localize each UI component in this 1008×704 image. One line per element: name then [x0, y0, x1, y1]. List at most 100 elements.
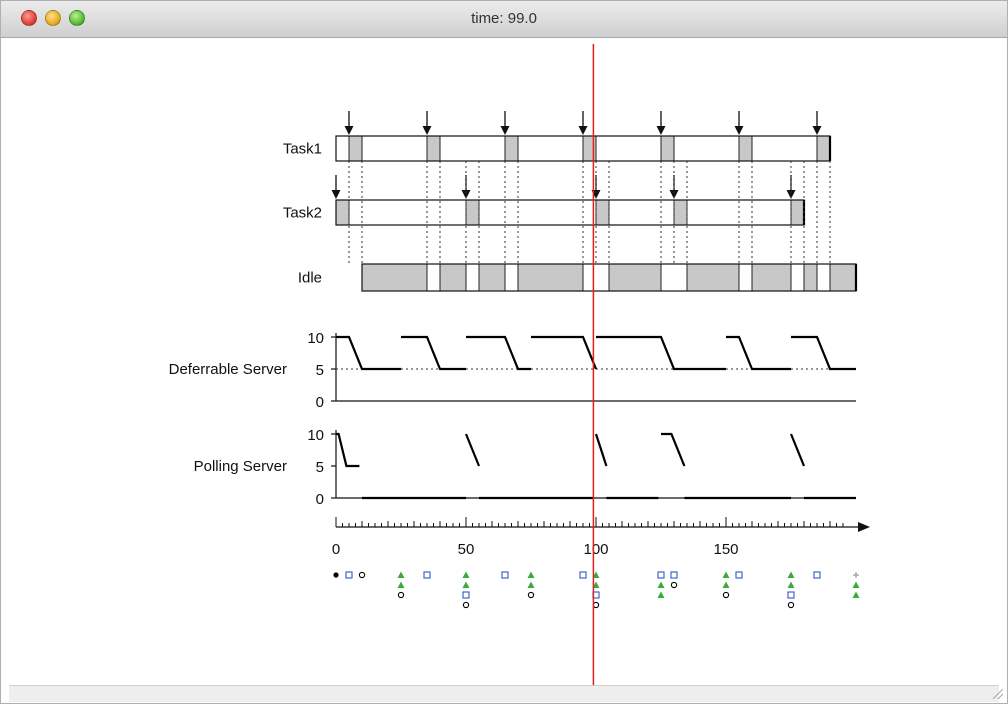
busy-block-idle-3 [517, 263, 584, 292]
budget-segment-0-4 [596, 335, 726, 371]
server-ytick-label-0-0: 0 [316, 394, 324, 411]
event-circle-3-2 [397, 591, 405, 599]
arrival-arrowhead-0-6 [812, 126, 822, 135]
event-triangle-green-14-0 [787, 571, 795, 578]
event-triangle-green-12-1 [722, 581, 730, 588]
event-circle-7-2 [527, 591, 535, 599]
row-label-task2: Task2 [283, 205, 322, 222]
budget-segment-1-2 [594, 433, 608, 467]
budget-segment-0-2 [466, 335, 531, 371]
busy-block-idle-1 [439, 263, 467, 292]
busy-block-idle-6 [751, 263, 792, 292]
row-frame-task2 [335, 199, 805, 226]
arrival-arrowhead-1-1 [461, 190, 471, 199]
budget-segment-0-1 [401, 335, 466, 371]
event-square-blue-11-0 [670, 571, 678, 579]
event-circle-2-0 [358, 571, 366, 579]
budget-segment-0-0 [336, 335, 401, 371]
busy-block-task2-4 [790, 199, 805, 226]
event-triangle-green-16-1 [852, 581, 860, 588]
arrival-arrowhead-0-0 [344, 126, 354, 135]
horizontal-scrollbar[interactable] [9, 685, 999, 702]
title-bar[interactable]: time: 99.0 [1, 1, 1007, 38]
event-triangle-green-5-1 [462, 581, 470, 588]
busy-block-idle-2 [478, 263, 506, 292]
server-ytick-label-1-1: 5 [316, 459, 324, 476]
busy-block-task2-1 [465, 199, 480, 226]
event-triangle-green-9-0 [592, 571, 600, 578]
arrival-arrowhead-1-3 [669, 190, 679, 199]
event-square-blue-4-0 [423, 571, 431, 579]
busy-block-task2-3 [673, 199, 688, 226]
event-square-blue-10-0 [657, 571, 665, 579]
event-square-blue-5-2 [462, 591, 470, 599]
time-tick-label-0: 0 [332, 541, 340, 558]
event-triangle-green-7-1 [527, 581, 535, 588]
busy-block-task1-6 [816, 135, 831, 162]
event-triangle-green-5-0 [462, 571, 470, 578]
budget-segment-0-3 [531, 335, 598, 370]
busy-block-task2-0 [335, 199, 350, 226]
busy-block-idle-0 [361, 263, 428, 292]
budget-segment-0-6 [791, 335, 856, 371]
arrival-arrowhead-0-1 [422, 126, 432, 135]
close-icon[interactable] [21, 10, 37, 26]
arrival-arrowhead-0-3 [578, 126, 588, 135]
budget-segment-1-0 [336, 432, 360, 468]
zoom-icon[interactable] [69, 10, 85, 26]
time-tick-label-50: 50 [458, 541, 475, 558]
time-axis-arrowhead [858, 522, 870, 532]
busy-block-idle-7 [803, 263, 818, 292]
event-circle-14-3 [787, 601, 795, 609]
busy-block-idle-5 [686, 263, 740, 292]
time-tick-label-100: 100 [583, 541, 608, 558]
event-square-blue-6-0 [501, 571, 509, 579]
event-triangle-green-16-2 [852, 591, 860, 598]
resize-grip-icon[interactable] [993, 689, 1003, 699]
server-ytick-label-0-1: 5 [316, 362, 324, 379]
arrival-arrowhead-0-5 [734, 126, 744, 135]
event-triangle-green-9-1 [592, 581, 600, 588]
time-tick-label-150: 150 [713, 541, 738, 558]
event-triangle-green-12-0 [722, 571, 730, 578]
event-circle-12-2 [722, 591, 730, 599]
event-square-blue-8-0 [579, 571, 587, 579]
event-square-blue-15-0 [813, 571, 821, 579]
chart-group: Task1 Task2 Idle Deferrable Server 0 5 10 Polli… [169, 44, 870, 686]
server-ytick-label-0-2: 10 [307, 330, 324, 347]
event-triangle-green-10-1 [657, 581, 665, 588]
arrival-arrowhead-1-4 [786, 190, 796, 199]
busy-block-task1-1 [426, 135, 441, 162]
busy-block-idle-4 [608, 263, 662, 292]
server-ytick-label-1-2: 10 [307, 427, 324, 444]
server-label-1: Polling Server [194, 458, 287, 475]
row-label-idle: Idle [298, 270, 322, 287]
arrival-arrowhead-0-2 [500, 126, 510, 135]
event-triangle-green-14-1 [787, 581, 795, 588]
minimize-icon[interactable] [45, 10, 61, 26]
budget-segment-1-3 [661, 432, 686, 467]
event-square-blue-1-0 [345, 571, 353, 579]
budget-segment-0-5 [726, 335, 791, 371]
event-triangle-green-3-1 [397, 581, 405, 588]
event-circle-5-3 [462, 601, 470, 609]
budget-segment-1-1 [464, 433, 481, 467]
budget-segment-1-4 [789, 433, 806, 467]
event-circle-9-3 [592, 601, 600, 609]
window-title: time: 99.0 [471, 10, 537, 27]
schedule-chart: Task1 Task2 Idle Deferrable Server 0 5 10 Polli… [169, 44, 870, 686]
event-triangle-green-3-0 [397, 571, 405, 578]
server-label-0: Deferrable Server [169, 361, 287, 378]
plot-area: Task1 Task2 Idle Deferrable Server 0 5 10 Polli… [1, 38, 1007, 686]
busy-block-task2-2 [595, 199, 610, 226]
event-square-blue-14-2 [787, 591, 795, 599]
arrival-arrowhead-1-0 [331, 190, 341, 199]
busy-block-task1-5 [738, 135, 753, 162]
server-ytick-label-1-0: 0 [316, 491, 324, 508]
busy-block-task1-0 [348, 135, 363, 162]
event-circle-11-1 [670, 581, 678, 589]
busy-block-task1-4 [660, 135, 675, 162]
event-square-blue-13-0 [735, 571, 743, 579]
event-dot-black-0-0 [333, 572, 339, 578]
